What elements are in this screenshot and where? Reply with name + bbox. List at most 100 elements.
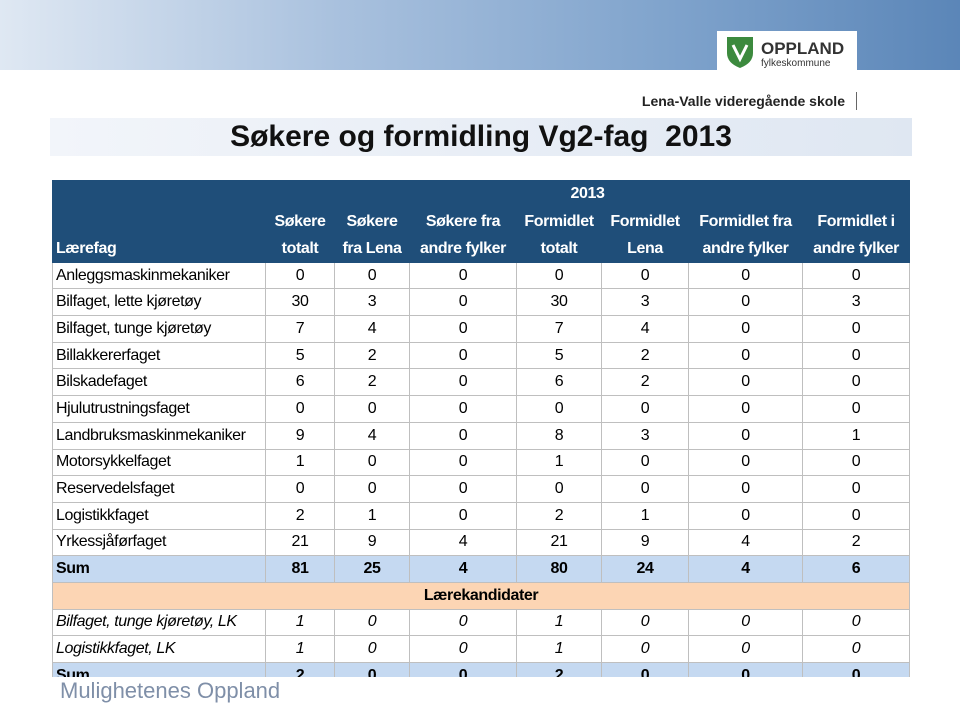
value-cell: 0 xyxy=(801,341,910,370)
value-cell: 4 xyxy=(688,528,803,557)
table-row: Anleggsmaskinmekaniker 0 0 0 0 0 0 0 xyxy=(52,261,910,290)
table-wrap: Lærefag 2013 Søkere totalt Søkere fra Lena Søk… xyxy=(52,180,910,677)
table-row: Logistikkfaget, LK 1 0 0 1 0 0 0 xyxy=(52,635,910,663)
column-header: Søkere totalt xyxy=(265,206,335,263)
value-cell: 0 xyxy=(688,341,803,370)
value-cell: 0 xyxy=(801,261,910,290)
column-header-line: Formidlet xyxy=(610,212,680,230)
label-cell: Bilfaget, tunge kjøretøy xyxy=(52,315,266,343)
school: Lena-Valle videregående skole xyxy=(641,93,845,109)
value-cell: 1 xyxy=(516,635,602,663)
title-bar: Søkere og formidling Vg2-fag 2013 xyxy=(50,118,912,156)
column-header-line: Søkere fra xyxy=(425,212,501,230)
value-cell: 0 xyxy=(601,261,689,290)
value-cell: 2 xyxy=(516,501,602,530)
column-header: Formidlet fra andre fylker xyxy=(688,206,803,263)
value-cell: 0 xyxy=(801,315,910,343)
value-cell: 0 xyxy=(265,261,335,290)
corner-label: Lærefag xyxy=(56,239,117,257)
logo-name: OPPLAND xyxy=(761,39,845,58)
column-header-line: totalt xyxy=(540,239,578,257)
value-cell: 0 xyxy=(601,662,689,677)
value-cell: 0 xyxy=(801,475,910,503)
table-row: Bilfaget, lette kjøretøy 30 3 0 30 3 0 3 xyxy=(52,288,910,317)
label-cell: Landbruksmaskinmekaniker xyxy=(52,421,266,450)
value-cell: 1 xyxy=(265,635,335,663)
value-cell: 1 xyxy=(601,501,689,530)
column-header-line: totalt xyxy=(281,239,319,257)
value-cell: 0 xyxy=(409,662,517,677)
value-cell: 0 xyxy=(688,368,803,397)
value-cell: 6 xyxy=(801,555,910,583)
value-cell: 9 xyxy=(334,528,410,557)
title: Søkere og formidling Vg2-fag 2013 xyxy=(230,120,732,153)
table-row: Landbruksmaskinmekaniker 9 4 0 8 3 0 1 xyxy=(52,421,910,450)
column-header-line: andre fylker xyxy=(813,239,899,257)
value-cell: 0 xyxy=(688,315,803,343)
value-cell: 30 xyxy=(265,288,335,317)
value-cell: 21 xyxy=(265,528,335,557)
value-cell: 0 xyxy=(688,448,803,477)
table-row: Bilskadefaget 6 2 0 6 2 0 0 xyxy=(52,368,910,397)
value-cell: 7 xyxy=(265,315,335,343)
value-cell: 0 xyxy=(688,608,803,637)
column-header-line: andre fylker xyxy=(420,239,506,257)
column-header-line: Lena xyxy=(627,239,663,257)
value-cell: 2 xyxy=(516,662,602,677)
label-cell: Bilfaget, tunge kjøretøy, LK xyxy=(52,608,266,637)
value-cell: 0 xyxy=(409,608,517,637)
value-cell: 0 xyxy=(601,635,689,663)
value-cell: 0 xyxy=(409,341,517,370)
value-cell: 2 xyxy=(801,528,910,557)
subheading-row: Lærekandidater xyxy=(52,581,910,610)
value-cell: 6 xyxy=(265,368,335,397)
value-cell: 0 xyxy=(601,395,689,423)
value-cell: 4 xyxy=(334,421,410,450)
value-cell: 0 xyxy=(601,448,689,477)
label-cell: Anleggsmaskinmekaniker xyxy=(52,261,266,290)
value-cell: 1 xyxy=(801,421,910,450)
value-cell: 0 xyxy=(334,395,410,423)
corner-cell: Lærefag xyxy=(52,180,266,263)
value-cell: 0 xyxy=(688,501,803,530)
value-cell: 5 xyxy=(265,341,335,370)
value-cell: 0 xyxy=(334,635,410,663)
value-cell: 0 xyxy=(516,475,602,503)
value-cell: 0 xyxy=(334,662,410,677)
value-cell: 0 xyxy=(688,261,803,290)
value-cell: 81 xyxy=(265,555,335,583)
value-cell: 0 xyxy=(409,421,517,450)
table-row: Billakkererfaget 5 2 0 5 2 0 0 xyxy=(52,341,910,370)
value-cell: 0 xyxy=(334,448,410,477)
value-cell: 0 xyxy=(801,635,910,663)
column-header-line: andre fylker xyxy=(702,239,789,257)
header-row: Lærefag 2013 xyxy=(52,180,910,263)
value-cell: 0 xyxy=(516,395,602,423)
value-cell: 1 xyxy=(516,608,602,637)
value-cell: 0 xyxy=(688,662,803,677)
value-cell: 0 xyxy=(409,448,517,477)
label-cell: Motorsykkelfaget xyxy=(52,448,266,477)
table-row: Hjulutrustningsfaget 0 0 0 0 0 0 0 xyxy=(52,395,910,423)
value-cell: 4 xyxy=(409,528,517,557)
value-cell: 0 xyxy=(265,395,335,423)
value-cell: 30 xyxy=(516,288,602,317)
value-cell: 0 xyxy=(688,475,803,503)
label-cell: Sum xyxy=(52,662,266,677)
column-header: Formidlet totalt xyxy=(516,206,602,263)
value-cell: 0 xyxy=(334,475,410,503)
label-cell: Logistikkfaget xyxy=(52,501,266,530)
value-cell: 0 xyxy=(334,608,410,637)
footer: Mulighetenes Oppland xyxy=(60,678,281,703)
value-cell: 0 xyxy=(409,635,517,663)
table-row: Bilfaget, tunge kjøretøy 7 4 0 7 4 0 0 xyxy=(52,315,910,343)
value-cell: 3 xyxy=(334,288,410,317)
logo-shield xyxy=(727,37,753,68)
value-cell: 7 xyxy=(516,315,602,343)
label-cell: Hjulutrustningsfaget xyxy=(52,395,266,423)
column-header: Formidlet i andre fylker xyxy=(801,206,910,263)
value-cell: 0 xyxy=(409,315,517,343)
year-cell: 2013 xyxy=(264,180,910,208)
value-cell: 1 xyxy=(516,448,602,477)
value-cell: 0 xyxy=(334,261,410,290)
